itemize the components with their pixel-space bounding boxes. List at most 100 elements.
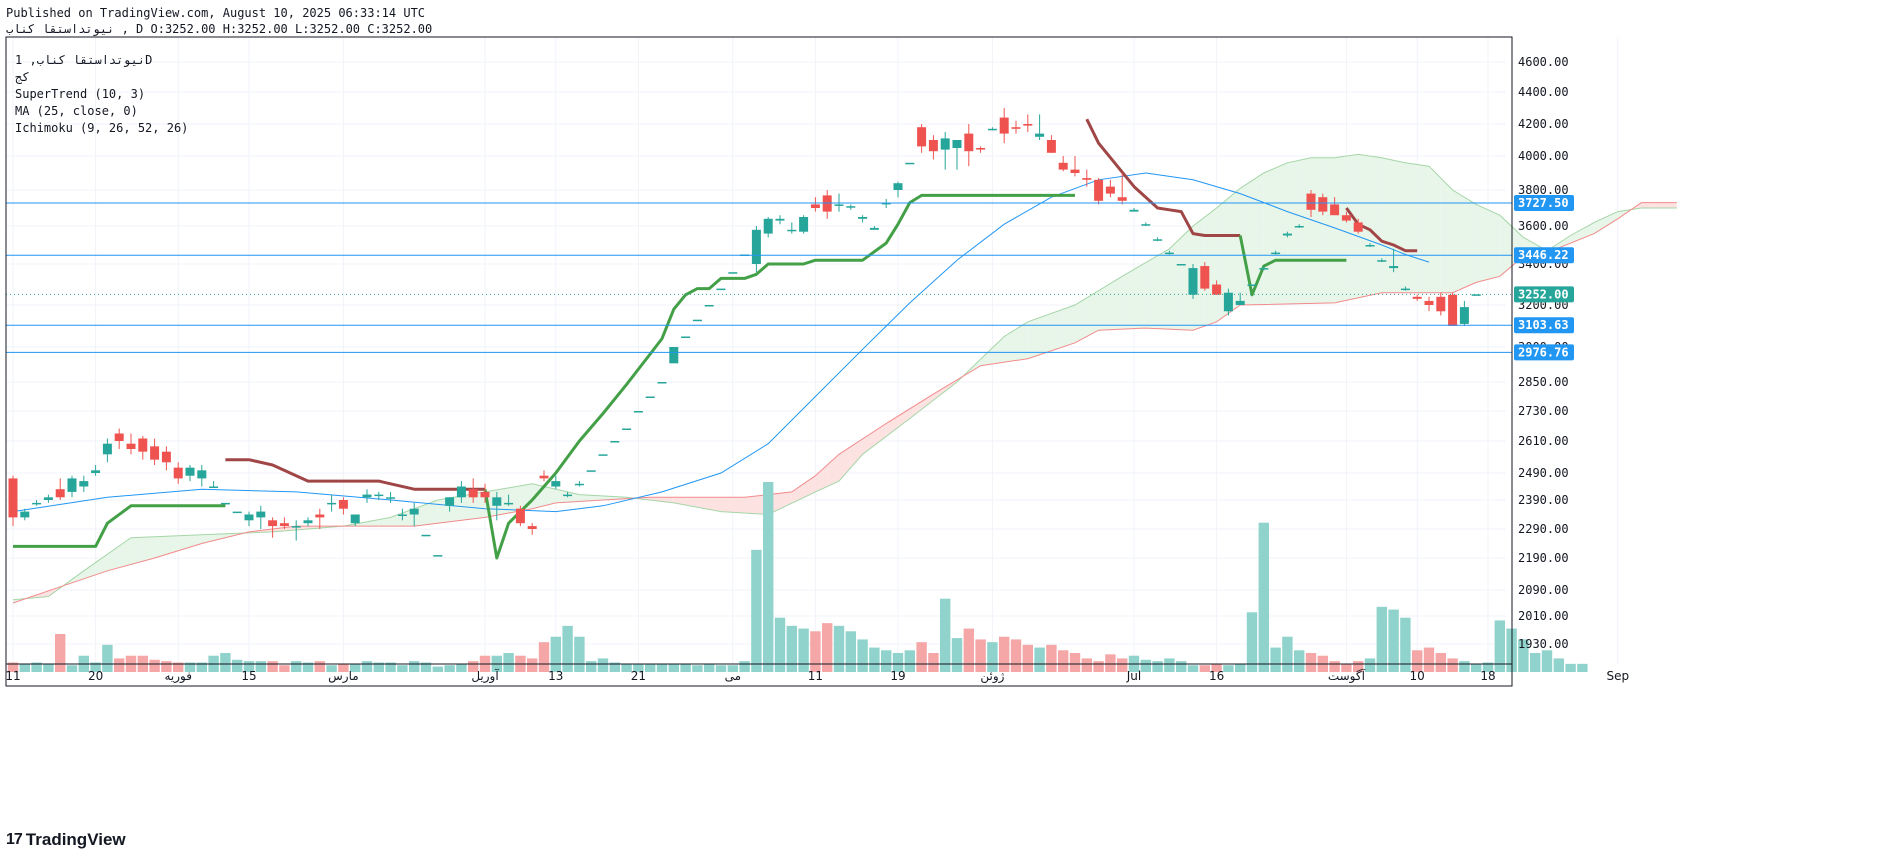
ma-line: [12, 172, 1430, 513]
candle-body: [586, 470, 596, 472]
volume-bar: [1211, 663, 1222, 672]
tradingview-brand[interactable]: 17 TradingView: [6, 830, 126, 850]
chart-frame: [5, 36, 1513, 687]
candle-body: [480, 491, 490, 498]
candle-body: [775, 218, 785, 221]
legend-ma[interactable]: MA (25, close, 0): [15, 104, 138, 118]
volume-bar: [114, 658, 125, 672]
volume-bar: [314, 661, 325, 672]
candle-body: [1176, 264, 1186, 266]
candle-body: [999, 117, 1009, 134]
volume-bar: [1117, 658, 1128, 672]
volume-bar: [1093, 661, 1104, 672]
candle-body: [1306, 193, 1316, 210]
candle-body: [598, 454, 608, 456]
cloud-segment: [933, 386, 946, 401]
cloud-segment: [744, 495, 757, 514]
volume-bar: [1046, 644, 1057, 672]
candle-body: [1459, 307, 1469, 324]
volume-bar: [609, 662, 620, 672]
candle-body: [55, 489, 65, 498]
candle-body: [79, 481, 89, 487]
candle-body: [1046, 140, 1056, 153]
price-line-label: 3446.22: [1518, 248, 1569, 262]
candle-body: [704, 305, 714, 307]
candle-body: [1247, 284, 1257, 286]
legend-symbol[interactable]: نیوتداستقا کناب, 1D: [15, 53, 153, 67]
volume-bars: [7, 482, 1588, 672]
cloud-segment: [1098, 283, 1111, 331]
candle-body: [1259, 268, 1269, 270]
cloud-segment: [1193, 217, 1205, 331]
cloud-segment: [980, 347, 993, 366]
volume-bar: [503, 653, 514, 672]
candle-body: [456, 486, 466, 498]
supertrend-up3-line: [1238, 235, 1347, 297]
volume-bar: [338, 663, 349, 672]
volume-bar: [975, 639, 986, 672]
cloud-segment: [1263, 167, 1276, 305]
price-tick-label: 2610.00: [1518, 434, 1569, 448]
volume-bar: [1223, 665, 1234, 672]
candle-body: [197, 470, 207, 479]
volume-bar: [456, 663, 467, 672]
volume-bar: [19, 663, 30, 672]
volume-bar: [1187, 665, 1199, 672]
volume-bar: [1258, 522, 1269, 672]
cloud-segment: [850, 438, 863, 468]
volume-bar: [940, 598, 951, 672]
volume-bar: [1246, 612, 1258, 672]
volume-bar: [31, 662, 42, 672]
legend-ichimoku[interactable]: Ichimoku (9, 26, 52, 26): [15, 121, 189, 135]
volume-bar: [798, 628, 809, 672]
volume-bar: [715, 665, 727, 672]
candle-body: [150, 446, 160, 460]
volume-bar: [1329, 661, 1340, 672]
candle-body: [1105, 186, 1115, 194]
volume-bar: [904, 650, 915, 672]
volume-bar: [1034, 647, 1045, 672]
candle-body: [1094, 179, 1104, 201]
candle-body: [1436, 296, 1446, 312]
candle-body: [220, 502, 230, 505]
volume-bar: [1081, 658, 1092, 672]
volume-bar: [1400, 617, 1411, 672]
candle-body: [515, 508, 525, 524]
cloud-segment: [1405, 162, 1418, 293]
price-tick-label: 2290.00: [1518, 522, 1569, 536]
candle-body: [1153, 239, 1163, 241]
volume-bar: [739, 661, 750, 672]
cloud-segment: [1075, 297, 1087, 343]
volume-bar: [1022, 644, 1033, 672]
cloud-segment: [697, 497, 710, 510]
cloud-segment: [142, 536, 155, 562]
cloud-segment: [367, 519, 379, 527]
volume-bar: [267, 661, 278, 672]
supertrend-up-line: [13, 504, 226, 548]
volume-bar: [881, 650, 892, 672]
cloud-segment: [815, 465, 828, 492]
price-line-badge: [1514, 195, 1574, 212]
chart-legend: نیوتداستقا کناب, 1D کج SuperTrend (10, 3…: [15, 52, 188, 137]
volume-bar: [1553, 658, 1564, 672]
volume-bar: [1270, 647, 1281, 672]
time-axis: 11 20 فوریه 15 مارس آوریل 13 21 می 11 19 ژوئن Jul 16 آ…: [5, 668, 1629, 684]
legend-supertrend[interactable]: SuperTrend (10, 3): [15, 87, 146, 101]
time-tick-label: فوریه: [164, 669, 192, 684]
supertrend: [13, 118, 1418, 560]
cloud-segment: [1346, 154, 1359, 301]
volume-bar: [1176, 661, 1187, 672]
volume-bar: [668, 663, 679, 672]
candle-body: [173, 467, 183, 479]
price-line-label: 3252.00: [1518, 287, 1569, 301]
chart-grid: [6, 37, 1619, 664]
volume-bar: [1541, 650, 1553, 672]
candle-body: [917, 127, 927, 147]
candle-body: [1318, 197, 1328, 212]
candle-body: [1353, 222, 1363, 232]
volume-bar: [291, 661, 302, 672]
cloud-segment: [886, 416, 898, 436]
candle-body: [91, 470, 101, 473]
cloud-segment: [1086, 290, 1099, 337]
